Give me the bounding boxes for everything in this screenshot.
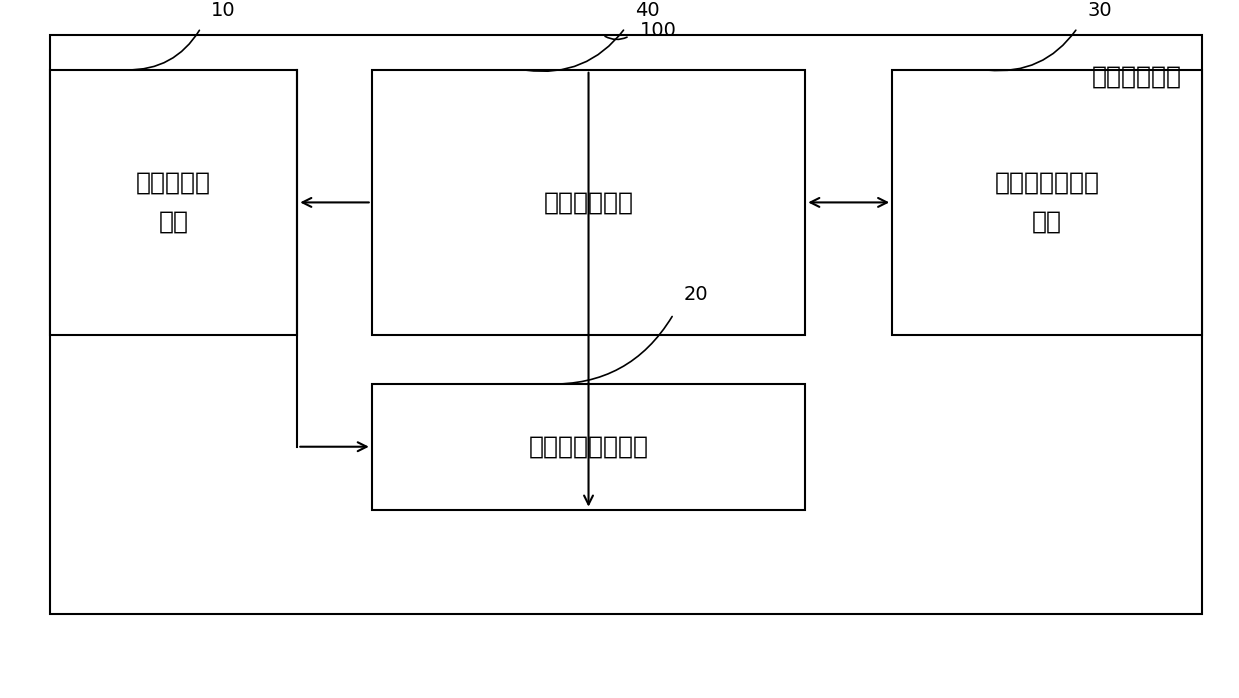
Text: 数据处理模块: 数据处理模块: [544, 191, 633, 214]
Text: 100: 100: [639, 21, 676, 40]
Text: 30: 30: [1088, 1, 1113, 20]
Bar: [50, 35, 1202, 614]
Text: 超声治疗装置: 超声治疗装置: [1092, 65, 1182, 89]
Text: 10: 10: [211, 1, 235, 20]
Text: 超声相控阵
模块: 超声相控阵 模块: [136, 171, 211, 234]
Bar: [372, 384, 805, 510]
Text: 20: 20: [684, 285, 709, 304]
Text: 超声波换能器模块: 超声波换能器模块: [529, 435, 648, 459]
Text: 40: 40: [636, 1, 660, 20]
Bar: [50, 70, 297, 335]
Bar: [372, 70, 805, 335]
Text: 脑电波信号采集
模块: 脑电波信号采集 模块: [995, 171, 1099, 234]
Bar: [892, 70, 1202, 335]
